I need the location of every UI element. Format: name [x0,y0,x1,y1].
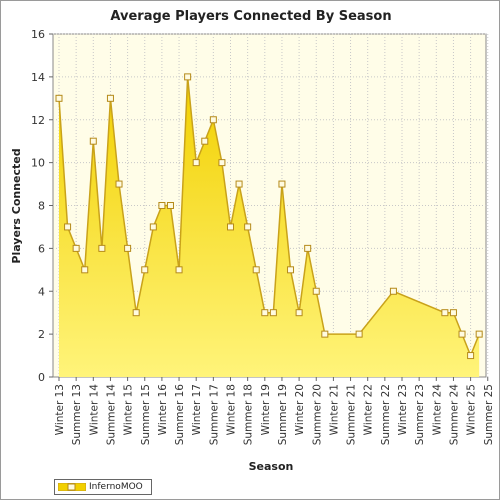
x-tick-label: Winter 14 [88,384,100,436]
legend-swatch [58,483,86,491]
x-tick-label: Summer 13 [71,384,83,445]
x-tick-label: Winter 24 [431,384,443,436]
data-point [449,309,457,317]
x-tick-label: Winter 22 [363,384,375,435]
data-point [355,330,363,338]
x-axis-label: Season [249,460,294,473]
data-point [149,223,157,231]
x-tick-label: Summer 14 [105,384,117,446]
x-tick-label: Winter 15 [123,384,135,435]
data-point [89,137,97,145]
x-tick-label: Summer 18 [243,384,255,445]
data-point [389,287,397,295]
x-tick-label: Winter 23 [397,384,409,435]
data-point [115,180,123,188]
data-point [244,223,252,231]
x-tick-label: Summer 17 [208,384,220,445]
x-tick-label: Summer 22 [380,384,392,445]
data-point [106,94,114,102]
data-point [141,266,149,274]
data-point [467,352,475,360]
y-tick-label: 12 [31,114,45,127]
x-tick-label: Summer 24 [448,384,460,446]
data-point [175,266,183,274]
data-point [458,330,466,338]
data-point [158,202,166,209]
data-point [166,202,174,209]
y-axis-label: Players Connected [10,148,23,263]
y-tick-label: 4 [38,285,45,298]
y-tick-label: 8 [38,200,45,213]
data-point [132,309,140,317]
data-point [124,244,132,252]
data-point [304,244,312,252]
legend: InfernoMOO [54,479,152,495]
data-point [201,137,209,145]
y-axis: 0 2 4 6 8 10 12 14 16 [31,28,53,384]
data-point [64,223,72,231]
x-tick-label: Winter 20 [294,384,306,435]
x-tick-label: Summer 16 [174,384,186,446]
x-tick-label: Summer 15 [140,384,152,445]
y-tick-label: 14 [31,71,45,84]
data-point [72,244,80,252]
y-tick-label: 0 [38,371,45,384]
x-tick-label: Winter 21 [328,384,340,435]
series-area-fill [59,76,480,377]
data-point [209,116,217,124]
x-tick-label: Winter 19 [260,384,272,435]
x-axis: Winter 13 Summer 13 Winter 14 Summer 14 Wint… [54,377,495,445]
x-tick-label: Summer 23 [414,384,426,445]
data-point [278,180,286,188]
x-tick-label: Summer 19 [277,384,289,445]
x-tick-label: Winter 25 [466,384,478,435]
data-point [184,73,192,81]
data-point [261,309,269,317]
x-tick-label: Summer 25 [483,384,495,445]
x-tick-label: Summer 20 [311,384,323,445]
data-point [192,159,200,167]
data-point [287,266,295,274]
x-tick-label: Summer 21 [346,384,358,445]
data-point [252,266,260,274]
legend-label: InfernoMOO [89,482,143,492]
y-tick-label: 6 [38,242,45,255]
data-point [98,244,106,252]
data-point [295,309,303,317]
x-tick-label: Winter 16 [157,384,169,436]
data-point [312,287,320,295]
data-point [269,309,277,317]
y-tick-label: 16 [31,28,45,41]
y-tick-label: 2 [38,328,45,341]
series-markers [55,73,483,360]
data-point [81,266,89,274]
x-tick-label: Winter 17 [191,384,203,435]
data-point [218,159,226,167]
data-point [321,330,329,338]
x-tick-label: Winter 18 [226,384,238,435]
y-tick-label: 10 [31,157,45,170]
chart-title: Average Players Connected By Season [110,9,392,24]
x-tick-label: Winter 13 [54,384,66,435]
data-point [55,94,63,102]
data-point [441,309,449,317]
data-point [235,180,243,188]
data-point [475,330,483,338]
data-point [227,223,234,231]
